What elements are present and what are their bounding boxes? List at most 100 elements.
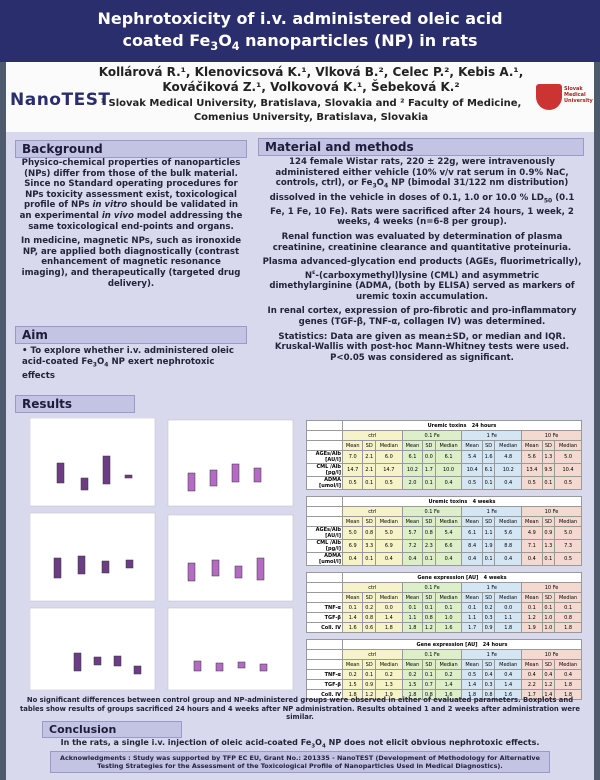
box	[234, 565, 243, 579]
stat-header: Median	[554, 592, 582, 603]
box	[215, 662, 224, 672]
affiliation-line: Comenius University, Bratislava, Slovaki…	[193, 112, 429, 123]
row-label: CML /Alb [pg/l]	[306, 463, 343, 477]
table-value: 0.0	[422, 450, 436, 464]
table-value: 8.4	[461, 539, 483, 553]
group-header: 10 Fe	[521, 582, 582, 593]
table-value: 6.1	[434, 450, 463, 464]
table-value: 7.3	[554, 539, 582, 553]
table-value: 1.5	[401, 679, 424, 690]
table-row: ctrl 0.1 Fe 1 Fe 10 Fe	[306, 649, 582, 660]
text-run: 4	[104, 361, 109, 369]
box	[125, 559, 134, 569]
box	[80, 477, 89, 491]
table-value: 0.3	[481, 612, 496, 623]
table-value: 4.8	[494, 450, 523, 464]
text-run: 3	[372, 182, 377, 190]
table-value: 0.9	[362, 679, 376, 690]
text-run: • To explore whether i.v. administered o…	[22, 346, 234, 367]
table-row: TGF-β 1.4 0.8 1.4 1.1 0.8 1.0 1.1 0.3 1.1 1.2 1.0 0.…	[306, 612, 582, 623]
table-value: 2.2	[521, 679, 543, 690]
table-value: 0.1	[422, 552, 436, 566]
box	[56, 462, 65, 484]
text-run: 4	[321, 743, 326, 750]
table-value: 0.6	[362, 622, 376, 633]
table-title-text: Gene expression [AU]	[417, 574, 479, 581]
text-run: Nephrotoxicity of i.v. administered olei…	[97, 9, 503, 50]
box	[113, 655, 122, 667]
stat-header: Mean	[521, 592, 543, 603]
table-value: 0.4	[401, 552, 424, 566]
table-value: 0.2	[434, 669, 463, 680]
stat-header: Median	[374, 659, 403, 670]
stat-header: Median	[494, 516, 523, 527]
stat-header: Mean	[521, 659, 543, 670]
table-value: 1.0	[434, 612, 463, 623]
results-note: No significant differences between contr…	[20, 696, 580, 721]
acknowledgments: Acknowledgments : Study was supported by…	[50, 751, 550, 773]
background-text: Physico-chemical properties of nanoparti…	[17, 158, 245, 293]
table-value: 0.4	[494, 669, 523, 680]
row-label: TNF-α	[306, 669, 343, 680]
stat-header: SD	[541, 592, 556, 603]
stat-header: SD	[362, 516, 376, 527]
table-value: 0.4	[541, 669, 556, 680]
table-title: Uremic toxins 4 weeks	[342, 496, 582, 507]
stat-header: SD	[362, 440, 376, 451]
box	[73, 652, 82, 672]
row-label: CML /Alb [pg/l]	[306, 539, 343, 553]
text-run: O	[376, 178, 384, 189]
box	[93, 656, 102, 666]
table-value: 1.3	[374, 679, 403, 690]
table-value: 0.1	[422, 476, 436, 490]
table-value: 0.5	[521, 476, 543, 490]
poster-title: Nephrotoxicity of i.v. administered olei…	[65, 8, 535, 58]
section-heading: Material and methods	[258, 138, 584, 156]
stat-header: SD	[362, 659, 376, 670]
table-value: 1.8	[401, 622, 424, 633]
table-value: 0.1	[461, 602, 483, 613]
table-value: 0.8	[554, 612, 582, 623]
table-value: 5.6	[494, 526, 523, 540]
table-value: 13.4	[521, 463, 543, 477]
text-run: nanoparticles (NP) in rats	[239, 31, 478, 50]
box	[187, 562, 196, 582]
plot-panel	[167, 514, 294, 602]
table-title: Gene expression [AU] 4 weeks	[342, 572, 582, 583]
table-value: 10.0	[434, 463, 463, 477]
group-header: ctrl	[342, 430, 403, 441]
text-run: O	[96, 356, 105, 367]
table-value: 10.4	[461, 463, 483, 477]
text-run: In medicine, magnetic NPs, such as irono…	[20, 236, 242, 289]
table-row: ctrl 0.1 Fe 1 Fe 10 Fe	[306, 430, 582, 441]
table-value: 6.0	[374, 450, 403, 464]
stat-header: SD	[422, 659, 436, 670]
table-value: 1.0	[541, 612, 556, 623]
table-value: 1.4	[341, 612, 364, 623]
text-run: NP exert nephrotoxic effects	[22, 356, 215, 381]
logo-shield	[536, 84, 562, 110]
stat-header: SD	[481, 659, 496, 670]
table-value: 0.1	[422, 669, 436, 680]
table-value: 0.1	[481, 476, 496, 490]
group-header: 0.1 Fe	[401, 649, 463, 660]
table-value: 1.8	[374, 622, 403, 633]
group-header: 10 Fe	[521, 506, 582, 517]
table-value: 0.2	[481, 602, 496, 613]
table-value: 1.8	[554, 622, 582, 633]
stat-header: Mean	[521, 440, 543, 451]
affiliations: ¹ Slovak Medical University, Bratislava,…	[86, 97, 536, 125]
table-row: Coll. IV 1.8 1.2 1.9 1.8 0.8 1.6 1.8 0.8 1.6 1.7 1.…	[306, 689, 582, 700]
table-value: 1.4	[461, 679, 483, 690]
table-value: 0.5	[374, 476, 403, 490]
table-row: CML /Alb [pg/l] 14.7 2.1 14.7 10.2 1.7 10.0 10.…	[306, 463, 582, 477]
table-value: 1.7	[422, 463, 436, 477]
text-run: Renal function was evaluated by determin…	[272, 232, 572, 253]
stat-header: SD	[481, 516, 496, 527]
table-value: 0.1	[541, 476, 556, 490]
table-value: 1.5	[341, 679, 364, 690]
plot-panel	[30, 607, 156, 690]
table-time: 24 hours	[471, 422, 497, 429]
group-header: 1 Fe	[461, 649, 523, 660]
